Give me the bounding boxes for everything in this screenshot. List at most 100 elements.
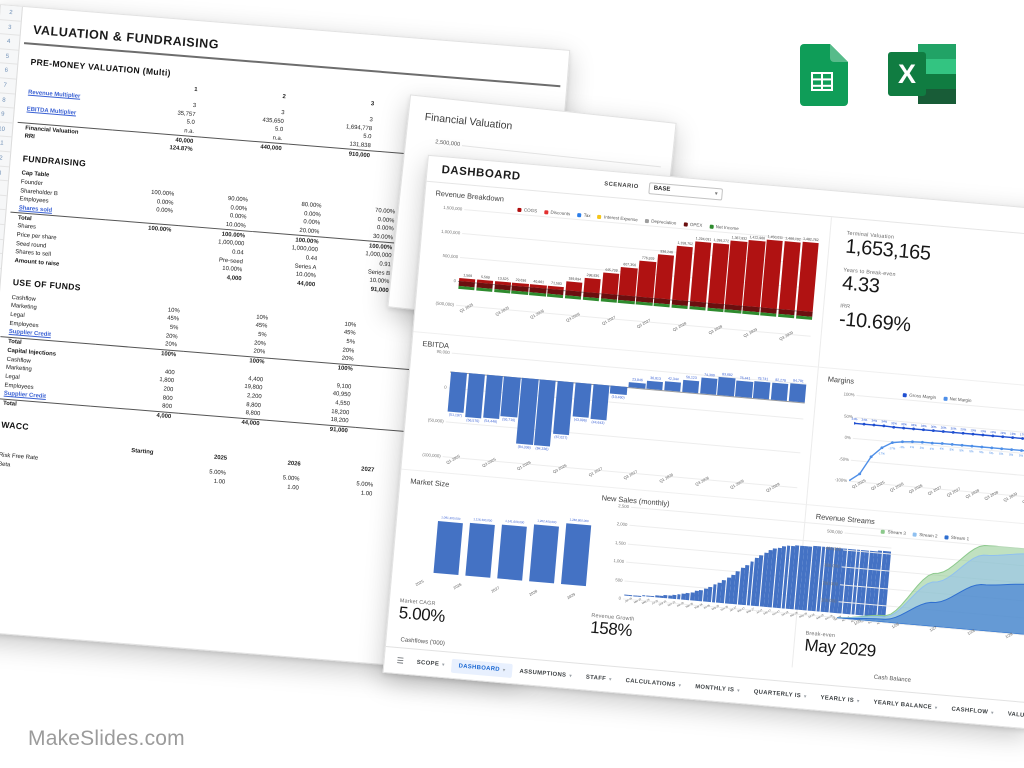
y-axis-tick: 500,000	[826, 528, 843, 535]
row-header[interactable]: 8	[0, 92, 15, 109]
revenue-streams-panel[interactable]: Revenue Streams Stream 3 Stream 2 Stream 1…	[792, 504, 1024, 689]
bar-segment-net-income	[706, 307, 724, 312]
legend-label: Tax	[583, 212, 591, 219]
scenario-label: SCENARIO	[603, 181, 639, 191]
sheet-tab-yearly-balance[interactable]: YEARLY BALANCE ▾	[866, 695, 945, 716]
bar-data-label: 1,141,600,000	[505, 518, 525, 525]
sheet-tab-label: STAFF	[585, 674, 607, 682]
bar-data-label: 83,682	[721, 372, 733, 378]
sheet-tab-assumptions[interactable]: ASSUMPTIONS ▾	[512, 664, 580, 684]
bar-segment	[628, 381, 646, 389]
row-header[interactable]: 4	[0, 34, 20, 51]
bar-data-label: 42,344	[667, 376, 679, 382]
data-label: 19%	[980, 428, 987, 434]
bar-segment	[770, 382, 789, 401]
row-header[interactable]: 20	[0, 266, 1, 284]
bar-segment	[664, 381, 682, 392]
row-header[interactable]: 7	[0, 77, 17, 95]
legend-swatch	[644, 218, 649, 223]
data-label: 30%	[940, 425, 947, 430]
y-axis-tick: 200,000	[822, 579, 839, 587]
margins-panel[interactable]: Margins Gross Margin Net Margin 100% 50% 0%…	[806, 366, 1024, 525]
bar-data-label: (44,643)	[591, 420, 605, 426]
bar-column[interactable]: 1,282,800,000	[560, 501, 593, 595]
sheet-tab-cashflow[interactable]: CASHFLOW ▾	[944, 701, 1001, 720]
data-label: 33%	[910, 422, 917, 428]
chevron-down-icon[interactable]: ▾	[569, 672, 573, 678]
bar-column[interactable]: 1,202,400,000	[528, 499, 561, 593]
row-header[interactable]: 15	[0, 194, 7, 211]
legend-label: COGS	[523, 207, 538, 214]
row-header[interactable]: 17	[0, 223, 5, 240]
sheet-tab-monthly-is[interactable]: MONTHLY IS ▾	[688, 679, 748, 698]
row-header[interactable]: 9	[0, 106, 14, 124]
chevron-down-icon[interactable]: ▾	[678, 682, 682, 688]
market-size-block[interactable]: Market Size 1,091,200,000 1,116,400,000 1,…	[397, 476, 596, 645]
row-header[interactable]: 2	[0, 5, 22, 22]
chevron-down-icon[interactable]: ▾	[990, 709, 995, 715]
legend-item: Discounts	[543, 209, 570, 216]
sheet-tab-label: SCOPE	[416, 659, 440, 668]
bar-data-label: 56,123	[685, 375, 697, 381]
svg-text:X: X	[898, 59, 916, 89]
y-axis-tick: 0	[832, 615, 836, 621]
bar-segment	[753, 381, 771, 400]
chevron-down-icon[interactable]: ▾	[737, 687, 741, 693]
bar-segment-net-income	[511, 290, 529, 295]
sheet-tab-staff[interactable]: STAFF ▾	[578, 669, 619, 686]
row-header[interactable]: 18	[0, 237, 4, 255]
sheet-tab-quarterly-is[interactable]: QUARTERLY IS ▾	[746, 684, 814, 704]
chevron-down-icon: ▾	[714, 190, 718, 198]
data-label: 5%	[969, 449, 974, 454]
google-sheets-logo	[790, 42, 854, 106]
bar-data-label: 1,202,400,000	[537, 518, 557, 525]
y-axis-tick: 2,500,000	[434, 139, 461, 148]
row-header[interactable]: 10	[0, 121, 13, 138]
valuation-sheet-title: VALUATION & FUNDRAISING	[23, 13, 563, 88]
scenario-dropdown[interactable]: BASE ▾	[648, 182, 723, 201]
bar-segment-net-income	[564, 295, 582, 300]
chevron-down-icon[interactable]: ▾	[934, 704, 938, 710]
row-header[interactable]: 12	[0, 150, 11, 167]
sheet-tab-valuation[interactable]: VALUATION▾	[1000, 706, 1024, 725]
bar-segment-cogs	[636, 260, 657, 298]
bar-segment-net-income	[458, 285, 475, 291]
row-header[interactable]: 11	[0, 136, 12, 153]
chevron-down-icon[interactable]: ▾	[803, 693, 807, 699]
scenario-value: BASE	[653, 185, 671, 193]
dashboard-sheet[interactable]: DASHBOARD SCENARIO BASE ▾ Revenue Breakd…	[382, 154, 1024, 730]
row-header[interactable]: 6	[0, 63, 18, 80]
bar-column[interactable]: 1,141,600,000	[496, 496, 529, 590]
bar-segment-net-income	[493, 288, 511, 294]
bar-segment-net-income	[547, 293, 564, 298]
bar-data-label: 23,846	[632, 377, 644, 383]
bar-segment-net-income	[778, 313, 795, 318]
sheet-tab-scope[interactable]: SCOPE ▾	[409, 655, 452, 673]
sheet-tab-dashboard[interactable]: DASHBOARD ▾	[451, 658, 514, 678]
irr-kpi: IRR -10.69%	[838, 303, 1024, 349]
bar-data-label: 13,525	[497, 276, 509, 282]
chevron-down-icon[interactable]: ▾	[608, 676, 612, 682]
market-and-sales-panel[interactable]: Market Size 1,091,200,000 1,116,400,000 1,…	[387, 468, 893, 668]
legend-label: Net Margin	[949, 396, 972, 404]
data-label: 4%	[939, 446, 944, 452]
y-axis-tick: (500,000)	[435, 300, 455, 308]
row-header[interactable]: 14	[0, 179, 8, 196]
legend-swatch	[517, 207, 522, 212]
row-header[interactable]: 16	[0, 208, 6, 226]
data-label: -17%	[877, 450, 885, 456]
row-header[interactable]: 3	[0, 19, 21, 36]
sheet-tab-yearly-is[interactable]: YEARLY IS ▾	[813, 690, 867, 709]
row-header[interactable]: 13	[0, 165, 10, 182]
sheet-tab-label: ASSUMPTIONS	[519, 668, 567, 679]
chevron-down-icon[interactable]: ▾	[441, 661, 445, 667]
row-header[interactable]: 5	[0, 48, 19, 66]
chevron-down-icon[interactable]: ▾	[502, 666, 506, 672]
bar-segment-net-income	[760, 312, 777, 317]
all-sheets-icon[interactable]: ☰	[396, 655, 405, 666]
chevron-down-icon[interactable]: ▾	[856, 697, 860, 703]
row-header[interactable]: 19	[0, 252, 3, 269]
bar-column[interactable]: 1,116,400,000	[465, 493, 498, 587]
sheet-tab-calculations[interactable]: CALCULATIONS ▾	[618, 673, 689, 693]
bar-column[interactable]: 1,091,200,000	[433, 490, 466, 584]
